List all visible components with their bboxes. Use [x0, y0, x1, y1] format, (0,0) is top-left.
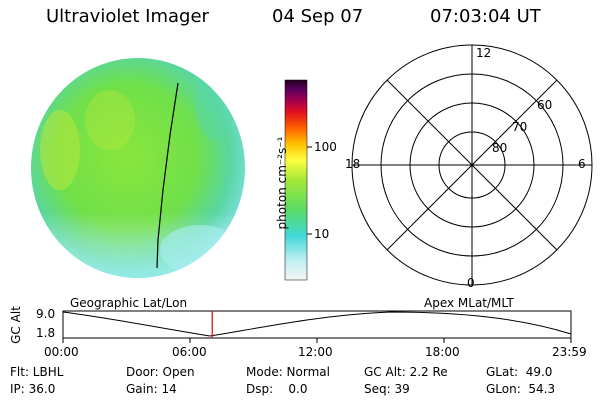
altitude-ylabel: GC Alt: [8, 306, 23, 344]
altitude-ytick-1: 1.8: [36, 326, 56, 340]
x-tick-label-0: 00:00: [44, 345, 79, 359]
colorbar-tick-label-100: 100: [314, 140, 337, 154]
uv-disk-shade: [31, 58, 245, 278]
colorbar: [284, 79, 308, 281]
polar-plot: [351, 44, 593, 286]
info-glat: GLat: 49.0: [486, 365, 553, 379]
date-label: 04 Sep 07: [272, 6, 364, 27]
polar-lat-80: 80: [492, 141, 508, 155]
altitude-panel: [62, 310, 572, 343]
info-flt: Flt: LBHL: [10, 365, 64, 379]
info-glon: GLon: 54.3: [486, 382, 556, 396]
uv-image: [31, 58, 245, 278]
info-ip: IP: 36.0: [10, 382, 56, 396]
polar-line-diag2: [386, 79, 558, 251]
altitude-frame: [62, 310, 572, 339]
panel-title-right: Apex MLat/MLT: [424, 296, 514, 310]
info-door: Door: Open: [126, 365, 195, 379]
polar-label-0: 0: [467, 276, 475, 290]
colorbar-tick-label-10: 10: [314, 227, 330, 241]
altitude-ytick-9: 9.0: [36, 307, 56, 321]
x-tick-label-6: 06:00: [172, 345, 207, 359]
terminator-line: [156, 82, 179, 269]
x-tick-label-12: 12:00: [298, 345, 333, 359]
polar-label-18: 18: [345, 157, 361, 171]
polar-lat-60: 60: [537, 98, 553, 112]
polar-label-12: 12: [476, 46, 492, 60]
x-tick-label-18: 18:00: [425, 345, 460, 359]
instrument-title: Ultraviolet Imager: [46, 6, 209, 27]
panel-title-left: Geographic Lat/Lon: [70, 296, 188, 310]
altitude-curve: [62, 311, 572, 337]
colorbar-label: photon cm⁻²s⁻¹: [275, 136, 289, 230]
info-mode: Mode: Normal: [246, 365, 330, 379]
info-gc-alt: GC Alt: 2.2 Re: [364, 365, 448, 379]
time-label: 07:03:04 UT: [430, 6, 541, 27]
info-gain: Gain: 14: [126, 382, 177, 396]
polar-lat-70: 70: [512, 120, 528, 134]
polar-label-6: 6: [578, 157, 586, 171]
info-seq: Seq: 39: [364, 382, 410, 396]
info-dsp: Dsp: 0.0: [246, 382, 308, 396]
x-tick-label-24: 23:59: [552, 345, 587, 359]
